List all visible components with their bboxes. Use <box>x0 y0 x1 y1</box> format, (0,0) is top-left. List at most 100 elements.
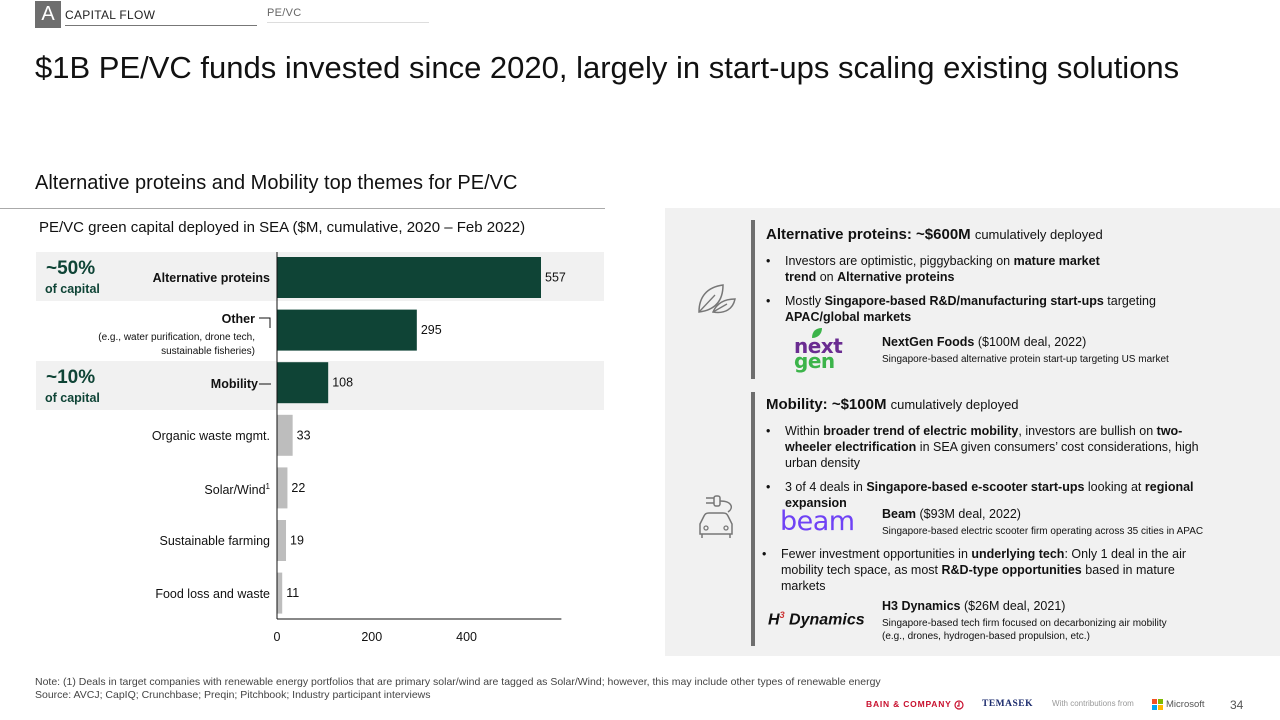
bar-value-label-0: 557 <box>545 271 566 285</box>
text: on <box>816 270 838 284</box>
electric-car-icon <box>699 495 733 538</box>
mobility-heading: Mobility: ~$100M cumulatively deployed <box>766 396 1019 413</box>
x-tick-label-0: 0 <box>274 630 281 644</box>
text-bold: two- <box>1156 424 1183 438</box>
deal-info: ($26M deal, 2021) <box>960 599 1066 613</box>
text: , investors are bullish on <box>1018 424 1157 438</box>
category-label-sustainable-farming: Sustainable farming <box>159 534 270 548</box>
proteins-bullet-1: • Investors are optimistic, piggybacking… <box>766 254 1100 284</box>
bar-value-label-3: 33 <box>297 428 311 442</box>
footnote: Note: (1) Deals in target companies with… <box>35 676 881 702</box>
nextgen-logo: next gen <box>794 328 844 372</box>
h3-deal-desc-2: (e.g., drones, hydrogen-based propulsion… <box>882 631 1090 642</box>
text: based in mature <box>1081 563 1175 577</box>
text: urban density <box>785 456 861 470</box>
deal-name-bold: Beam <box>882 507 917 521</box>
bar-value-label-6: 11 <box>286 586 299 600</box>
text-bold: APAC/global markets <box>785 310 912 324</box>
proteins-heading-bold: Alternative proteins: ~$600M <box>766 226 971 243</box>
source-text: Source: AVCJ; CapIQ; Crunchbase; Preqin;… <box>35 689 431 701</box>
mobility-heading-bold: Mobility: ~$100M <box>766 396 887 413</box>
section-name: CAPITAL FLOW <box>65 8 257 26</box>
category-label-other: Other <box>221 312 255 326</box>
bar-value-label-4: 22 <box>291 481 305 495</box>
temasek-logo: TEMASEK <box>982 699 1034 709</box>
text: : Only 1 deal in the air <box>1064 547 1187 561</box>
page-number: 34 <box>1230 698 1244 712</box>
bar-6 <box>277 572 283 614</box>
bain-mark-icon <box>954 700 964 710</box>
category-label-mobility: Mobility <box>210 377 258 391</box>
microsoft-logo: Microsoft <box>1152 699 1205 710</box>
bar-4 <box>277 467 288 509</box>
text-bold: mature market <box>1013 254 1100 268</box>
microsoft-text: Microsoft <box>1166 699 1205 710</box>
logo-text: 3 <box>779 610 785 620</box>
microsoft-grid-icon <box>1152 699 1163 710</box>
band-cap-mobility: of capital <box>45 391 100 405</box>
mobility-bullet-1: • Within broader trend of electric mobil… <box>766 424 1199 470</box>
beam-deal-name: Beam ($93M deal, 2022) <box>882 507 1021 521</box>
mobility-bullet-2: • 3 of 4 deals in Singapore-based e-scoo… <box>766 480 1194 510</box>
band-pct-mobility: ~10% <box>46 367 96 388</box>
text: Mostly <box>785 294 825 308</box>
beam-deal-desc: Singapore-based electric scooter firm op… <box>882 526 1204 537</box>
bain-logo: BAIN & COMPANY <box>866 699 952 709</box>
insights-panel <box>665 208 1280 656</box>
beam-logo: beam <box>780 506 855 537</box>
category-label-food-loss: Food loss and waste <box>155 587 270 601</box>
text: targeting <box>1103 294 1156 308</box>
text: mobility tech space, as most <box>781 563 942 577</box>
band-cap-proteins: of capital <box>45 282 100 296</box>
proteins-accent-bar <box>751 220 755 379</box>
proteins-heading-rest: cumulatively deployed <box>974 227 1103 242</box>
category-label-solar-wind: Solar/Wind1 <box>204 482 270 497</box>
text: Within <box>785 424 824 438</box>
proteins-bullet-2: • Mostly Singapore-based R&D/manufacturi… <box>766 294 1156 324</box>
text-bold: R&D-type opportunities <box>941 563 1082 577</box>
text-bold: expansion <box>785 496 847 510</box>
bar-chart: 557 295 108 33 22 19 11 0 200 400 <box>259 252 566 644</box>
bar-1 <box>277 309 417 351</box>
text: in SEA given consumers’ cost considerati… <box>916 440 1199 454</box>
leaf-mark-icon <box>812 328 822 338</box>
text-bold: Alternative proteins <box>837 270 955 284</box>
bar-0 <box>277 257 541 298</box>
h3-deal-desc-1: Singapore-based tech firm focused on dec… <box>882 618 1167 629</box>
nextgen-logo-line2: gen <box>794 349 835 373</box>
section-sub: PE/VC <box>267 7 429 23</box>
text-bold: wheeler electrification <box>785 440 917 454</box>
text: Investors are optimistic, piggybacking o… <box>785 254 1014 268</box>
category-label-alt-proteins: Alternative proteins <box>152 271 270 285</box>
deal-name-bold: H3 Dynamics <box>882 599 961 613</box>
deal-info: ($93M deal, 2022) <box>916 507 1021 521</box>
nextgen-deal-name: NextGen Foods ($100M deal, 2022) <box>882 335 1086 349</box>
subtitle: Alternative proteins and Mobility top th… <box>35 172 518 194</box>
text-bold: Singapore-based e-scooter start-ups <box>866 480 1085 494</box>
bar-value-label-2: 108 <box>332 376 353 390</box>
page-title: $1B PE/VC funds invested since 2020, lar… <box>35 50 1180 85</box>
nextgen-logo-line1: next <box>794 334 843 358</box>
text: 3 of 4 deals in <box>785 480 867 494</box>
band-pct-proteins: ~50% <box>46 258 96 279</box>
bar-3 <box>277 414 293 456</box>
category-label-solar-wind-text: Solar/Wind <box>204 483 266 498</box>
contributions-text: With contributions from <box>1052 699 1134 708</box>
section-tag: A CAPITAL FLOW <box>35 1 257 28</box>
footnote-marker: 1 <box>265 482 270 491</box>
x-tick-label-2: 400 <box>456 630 477 644</box>
note-text: Note: (1) Deals in target companies with… <box>35 676 881 688</box>
deal-name-bold: NextGen Foods <box>882 335 975 349</box>
h3-dynamics-logo: H3 Dynamics <box>768 610 865 629</box>
mobility-bullet-3: • Fewer investment opportunities in unde… <box>762 547 1187 593</box>
logo-text: H <box>768 611 780 629</box>
bar-value-label-5: 19 <box>290 534 304 548</box>
leaf-icon <box>698 284 736 314</box>
other-connector <box>259 317 271 328</box>
text: markets <box>781 579 826 593</box>
deal-info: ($100M deal, 2022) <box>974 335 1087 349</box>
text: looking at <box>1084 480 1145 494</box>
nextgen-deal-desc: Singapore-based alternative protein star… <box>882 354 1169 365</box>
bar-5 <box>277 520 287 561</box>
text: Fewer investment opportunities in <box>781 547 972 561</box>
